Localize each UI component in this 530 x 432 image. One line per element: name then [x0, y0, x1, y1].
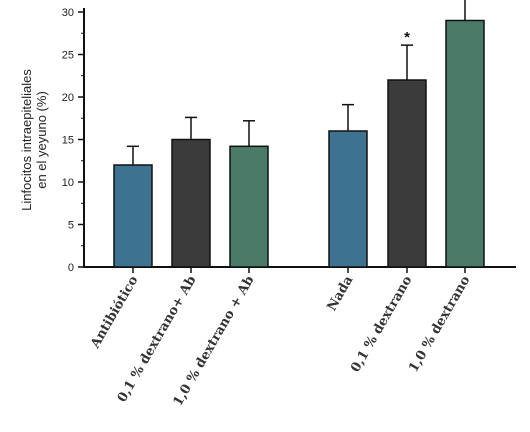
- y-tick-label: 25: [62, 50, 74, 62]
- bar: [328, 130, 368, 268]
- category-label: Nada: [325, 273, 357, 314]
- y-axis-label-line-2: en el yeyuno (%): [34, 91, 49, 189]
- bar: [445, 19, 485, 268]
- category-label: Antibiótico: [88, 273, 142, 352]
- y-axis: 0 5 10 15 20 25 30: [62, 7, 85, 274]
- y-tick-label: 30: [62, 7, 74, 19]
- error-bars: [127, 0, 466, 165]
- y-tick-label: 20: [62, 92, 74, 104]
- bar: [229, 145, 269, 268]
- x-axis: [83, 266, 516, 273]
- y-axis-label-line-1: Linfocitos intraepiteliales: [19, 69, 34, 211]
- y-tick-label: 5: [68, 220, 74, 232]
- significance-star: *: [404, 29, 410, 46]
- category-label: 0,1 % dextrano: [348, 273, 415, 375]
- y-axis-label: Linfocitos intraepiteliales en el yeyuno…: [19, 69, 49, 211]
- bars: [113, 19, 485, 268]
- category-label: 1,0 % dextrano: [406, 273, 473, 375]
- y-tick-label: 0: [68, 262, 74, 274]
- y-tick-label: 15: [62, 135, 74, 147]
- bar: [113, 164, 153, 268]
- bar: [387, 79, 427, 268]
- significance-markers: **: [404, 29, 410, 46]
- bar: [171, 138, 211, 268]
- y-tick-label: 10: [62, 177, 74, 189]
